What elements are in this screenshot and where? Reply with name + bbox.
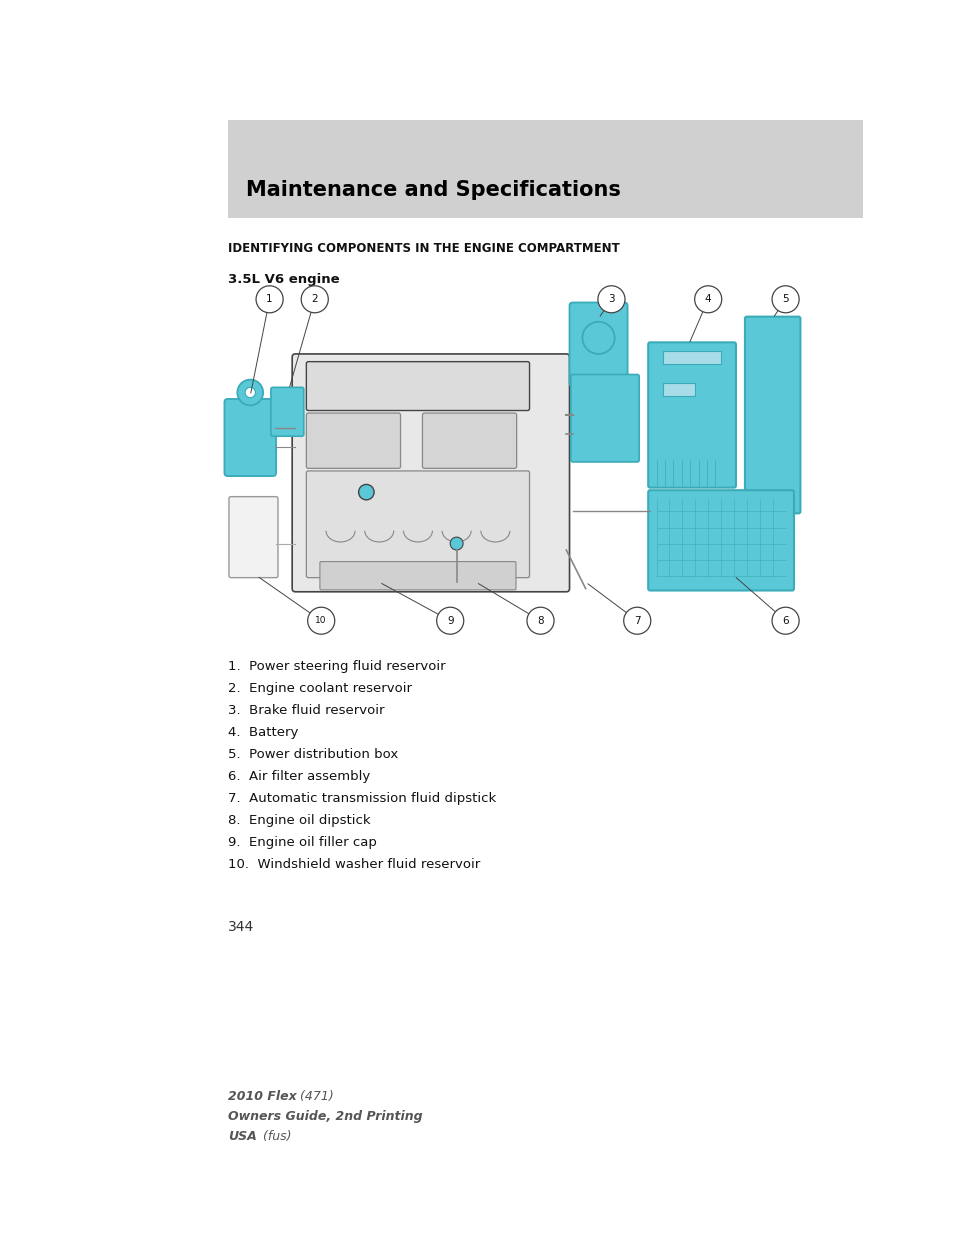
Text: Maintenance and Specifications: Maintenance and Specifications: [246, 180, 620, 200]
Text: 2.  Engine coolant reservoir: 2. Engine coolant reservoir: [228, 682, 412, 695]
Bar: [662, 383, 695, 395]
Text: 9.  Engine oil filler cap: 9. Engine oil filler cap: [228, 836, 376, 848]
Ellipse shape: [394, 368, 429, 398]
Circle shape: [623, 608, 650, 635]
Text: 8: 8: [537, 616, 543, 626]
Bar: [662, 351, 720, 363]
Circle shape: [358, 484, 374, 500]
Text: 3.  Brake fluid reservoir: 3. Brake fluid reservoir: [228, 704, 384, 718]
Circle shape: [450, 537, 462, 550]
Ellipse shape: [355, 368, 390, 398]
FancyBboxPatch shape: [271, 388, 303, 436]
FancyBboxPatch shape: [744, 316, 800, 514]
Text: 3: 3: [607, 294, 614, 304]
FancyBboxPatch shape: [306, 471, 529, 578]
Circle shape: [255, 285, 283, 312]
Text: 6.  Air filter assembly: 6. Air filter assembly: [228, 769, 370, 783]
FancyBboxPatch shape: [647, 342, 735, 488]
FancyBboxPatch shape: [306, 362, 529, 410]
Text: 6: 6: [781, 616, 788, 626]
Text: 9: 9: [446, 616, 453, 626]
Text: (fus): (fus): [258, 1130, 292, 1144]
Text: USA: USA: [228, 1130, 256, 1144]
Text: 3.5L V6 engine: 3.5L V6 engine: [228, 273, 339, 287]
Text: 1.  Power steering fluid reservoir: 1. Power steering fluid reservoir: [228, 659, 445, 673]
Text: 7.  Automatic transmission fluid dipstick: 7. Automatic transmission fluid dipstick: [228, 792, 496, 805]
Circle shape: [245, 388, 255, 398]
Circle shape: [598, 285, 624, 312]
FancyBboxPatch shape: [292, 354, 569, 592]
FancyBboxPatch shape: [229, 496, 277, 578]
Circle shape: [526, 608, 554, 635]
Ellipse shape: [316, 368, 352, 398]
Text: 8.  Engine oil dipstick: 8. Engine oil dipstick: [228, 814, 370, 827]
FancyBboxPatch shape: [224, 399, 275, 475]
Text: 2010 Flex: 2010 Flex: [228, 1091, 296, 1103]
Text: (471): (471): [295, 1091, 334, 1103]
Text: 7: 7: [634, 616, 639, 626]
Text: 1: 1: [266, 294, 273, 304]
Circle shape: [582, 322, 614, 354]
Text: 10: 10: [315, 616, 327, 625]
FancyBboxPatch shape: [306, 412, 400, 468]
Bar: [228, 120, 862, 219]
FancyBboxPatch shape: [570, 374, 639, 462]
Text: 4: 4: [704, 294, 711, 304]
Text: IDENTIFYING COMPONENTS IN THE ENGINE COMPARTMENT: IDENTIFYING COMPONENTS IN THE ENGINE COM…: [228, 242, 619, 254]
Text: 10.  Windshield washer fluid reservoir: 10. Windshield washer fluid reservoir: [228, 858, 479, 871]
Text: 2: 2: [311, 294, 317, 304]
Ellipse shape: [471, 368, 506, 398]
Circle shape: [771, 285, 799, 312]
FancyBboxPatch shape: [422, 412, 517, 468]
Text: Owners Guide, 2nd Printing: Owners Guide, 2nd Printing: [228, 1110, 422, 1123]
Circle shape: [307, 608, 335, 635]
Circle shape: [436, 608, 463, 635]
Text: 4.  Battery: 4. Battery: [228, 726, 298, 739]
Circle shape: [237, 379, 263, 405]
Circle shape: [694, 285, 721, 312]
FancyBboxPatch shape: [569, 303, 627, 387]
Text: 5.  Power distribution box: 5. Power distribution box: [228, 748, 397, 761]
Circle shape: [771, 608, 799, 635]
Text: 5: 5: [781, 294, 788, 304]
Circle shape: [301, 285, 328, 312]
FancyBboxPatch shape: [647, 490, 793, 590]
Text: 344: 344: [228, 920, 254, 934]
FancyBboxPatch shape: [319, 562, 516, 590]
Ellipse shape: [432, 368, 468, 398]
